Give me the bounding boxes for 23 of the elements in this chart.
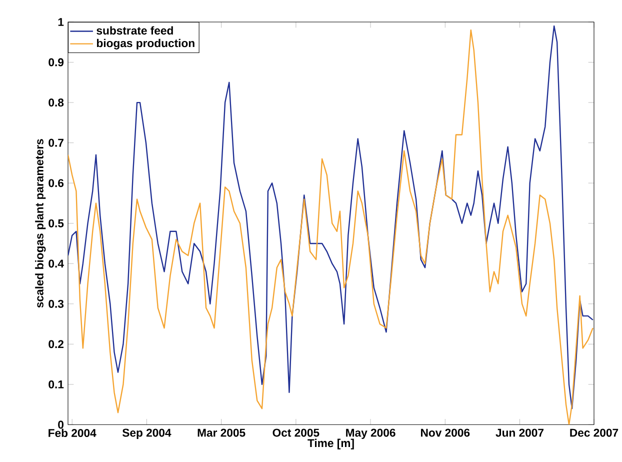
y-tick-label: 0.3 [48,300,64,308]
x-tick-label: Nov 2006 [421,428,470,437]
x-tick-label: Mar 2005 [198,428,246,437]
y-tick-label: 0.2 [48,340,64,348]
x-tick-label: Sep 2004 [122,428,172,439]
y-tick-label: 0.5 [48,219,64,228]
x-tick-label: Jun 2007 [496,428,544,437]
y-tick-label: 0.7 [48,138,64,147]
y-tick-label: 1 [58,18,64,26]
x-tick-label: Feb 2004 [48,428,96,438]
y-tick-label: 0.9 [48,58,64,66]
legend-label: biogas production [96,38,194,50]
x-tick-label: Oct 2005 [272,428,320,437]
y-tick-label: 0.8 [48,98,64,107]
x-tick-label: Dec 2007 [570,428,618,437]
y-tick-label: 0.1 [48,380,64,388]
y-tick-label: 0 [58,420,64,429]
x-tick-label: May 2006 [346,428,396,439]
legend-label: substrate feed [96,26,173,35]
x-axis-title: Time [m] [308,438,354,450]
y-tick-label: 0.4 [48,260,64,268]
y-axis-title: scaled biogas plant parameters [35,139,46,308]
y-tick-label: 0.6 [48,179,64,188]
